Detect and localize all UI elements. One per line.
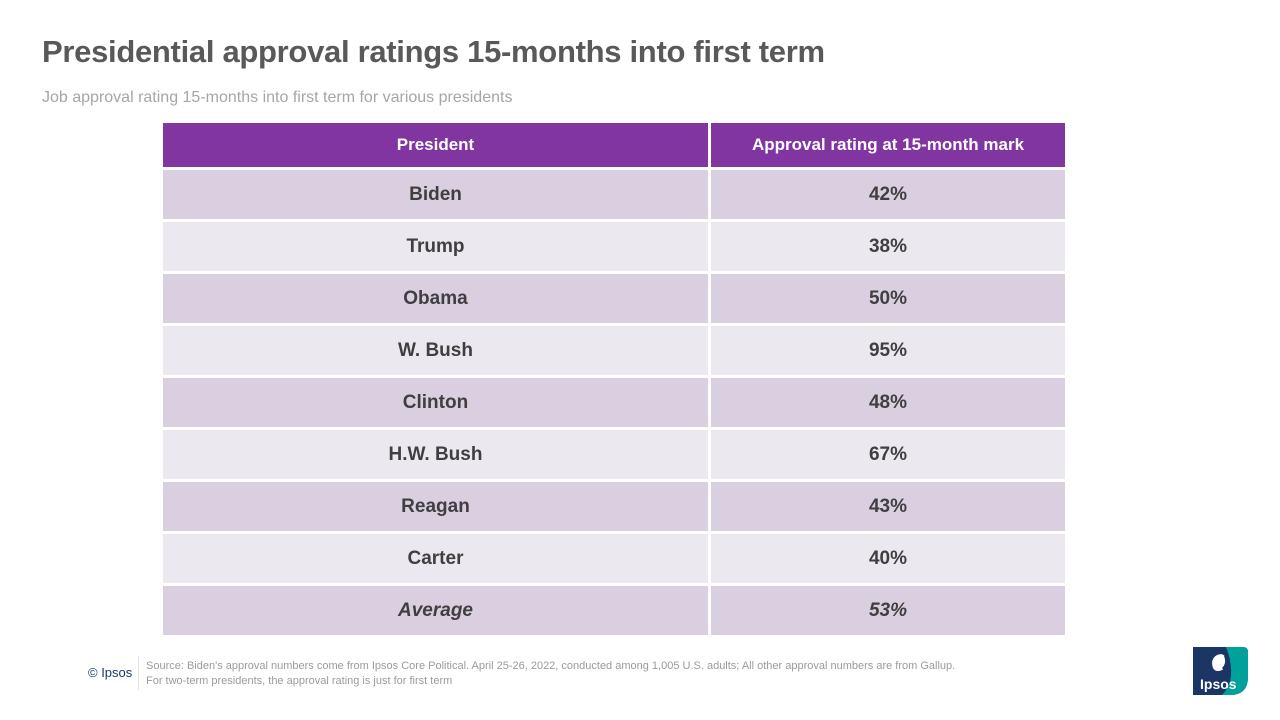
svg-text:Ipsos: Ipsos: [1200, 676, 1237, 692]
table-row: Reagan 43%: [163, 482, 1065, 531]
column-header-president: President: [163, 123, 708, 167]
rating-cell: 43%: [711, 482, 1065, 531]
table-row: Trump 38%: [163, 222, 1065, 271]
ipsos-logo: Ipsos: [1193, 647, 1248, 695]
president-cell: Reagan: [163, 482, 708, 531]
table-row: H.W. Bush 67%: [163, 430, 1065, 479]
president-cell: W. Bush: [163, 326, 708, 375]
rating-cell: 53%: [711, 586, 1065, 635]
table-header-row: President Approval rating at 15-month ma…: [163, 123, 1065, 167]
table-row: W. Bush 95%: [163, 326, 1065, 375]
president-cell: Carter: [163, 534, 708, 583]
rating-cell: 50%: [711, 274, 1065, 323]
president-cell: Obama: [163, 274, 708, 323]
page-subtitle: Job approval rating 15-months into first…: [42, 89, 513, 106]
president-cell: Trump: [163, 222, 708, 271]
approval-table-body: Biden 42% Trump 38% Obama 50% W. Bush 95% Clinto…: [163, 170, 1065, 635]
table-row: Average 53%: [163, 586, 1065, 635]
president-cell: Biden: [163, 170, 708, 219]
table-row: Biden 42%: [163, 170, 1065, 219]
table-row: Obama 50%: [163, 274, 1065, 323]
rating-cell: 40%: [711, 534, 1065, 583]
president-cell: Average: [163, 586, 708, 635]
approval-table: President Approval rating at 15-month ma…: [163, 123, 1065, 638]
ipsos-logo-icon: Ipsos: [1193, 647, 1248, 695]
table-row: Clinton 48%: [163, 378, 1065, 427]
page-title: Presidential approval ratings 15-months …: [42, 34, 825, 69]
rating-cell: 48%: [711, 378, 1065, 427]
footer-divider: [138, 656, 139, 690]
table-row: Carter 40%: [163, 534, 1065, 583]
column-header-rating: Approval rating at 15-month mark: [711, 123, 1065, 167]
source-line-2: For two-term presidents, the approval ra…: [146, 675, 453, 687]
president-cell: H.W. Bush: [163, 430, 708, 479]
rating-cell: 67%: [711, 430, 1065, 479]
copyright-label: © Ipsos: [88, 665, 133, 680]
rating-cell: 42%: [711, 170, 1065, 219]
source-line-1: Source: Biden's approval numbers come fr…: [146, 660, 956, 672]
source-note: Source: Biden's approval numbers come fr…: [146, 659, 956, 689]
rating-cell: 95%: [711, 326, 1065, 375]
rating-cell: 38%: [711, 222, 1065, 271]
president-cell: Clinton: [163, 378, 708, 427]
